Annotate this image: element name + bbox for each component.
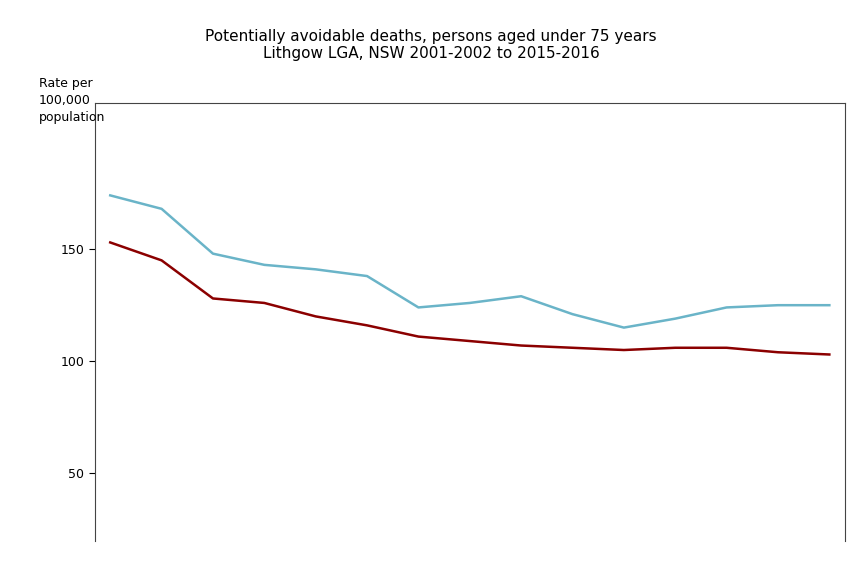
Text: Rate per
100,000
population: Rate per 100,000 population xyxy=(39,77,105,124)
Text: Potentially avoidable deaths, persons aged under 75 years
Lithgow LGA, NSW 2001-: Potentially avoidable deaths, persons ag… xyxy=(205,29,656,61)
